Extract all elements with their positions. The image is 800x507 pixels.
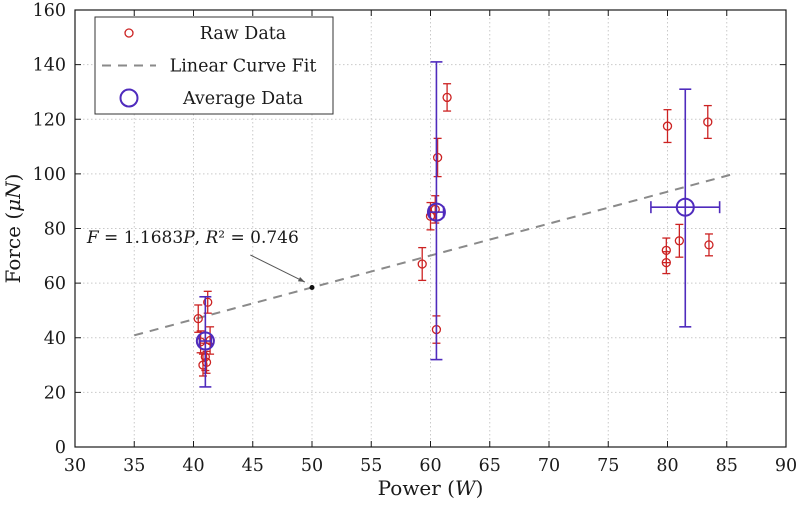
raw-data-point: [203, 290, 213, 314]
legend-raw-data-marker: [124, 28, 134, 38]
average-data-point: [650, 88, 721, 328]
fit-equation-annotation: F = 1.1683P, R² = 0.746: [86, 228, 315, 290]
average-data-point: [195, 295, 215, 388]
average-data-marker: [195, 331, 215, 351]
y-tick-label: 0: [55, 438, 66, 458]
y-tick-label: 160: [33, 1, 66, 21]
y-tick-labels: 0 20 40 60 80 100 120 140 160: [33, 1, 66, 458]
axis-ticks: [74, 9, 787, 448]
y-axis-label: Force (μN): [1, 174, 25, 284]
x-tick-label: 40: [182, 456, 204, 476]
x-tick-label: 35: [123, 456, 145, 476]
legend: Raw Data Linear Curve Fit Average Data: [94, 16, 334, 115]
raw-data-marker: [442, 92, 452, 103]
x-tick-label: 75: [597, 456, 619, 476]
raw-data-marker: [704, 240, 714, 250]
raw-data-marker: [430, 204, 440, 215]
raw-data-marker: [661, 257, 671, 268]
raw-data-marker: [703, 117, 713, 127]
y-tick-label: 120: [33, 110, 66, 130]
y-tick-label: 140: [33, 56, 66, 76]
raw-data-marker: [417, 259, 427, 269]
annotation-text: F = 1.1683P, R² = 0.746: [86, 228, 299, 248]
y-tick-label: 40: [44, 329, 66, 349]
average-data-marker: [426, 202, 446, 222]
raw-data-marker: [432, 152, 443, 163]
x-tick-label: 60: [419, 456, 441, 476]
annotation-arrowhead: [297, 276, 305, 283]
x-tick-labels: 30 35 40 45 50 55 60 65 70 75 80 85 90: [64, 456, 797, 476]
legend-label: Linear Curve Fit: [170, 57, 317, 77]
raw-data-point: [193, 304, 203, 333]
raw-data-marker: [198, 360, 208, 370]
average-data-marker: [675, 197, 695, 217]
raw-data-point: [674, 223, 684, 258]
x-tick-label: 65: [479, 456, 501, 476]
raw-data-marker: [674, 236, 684, 246]
legend-label: Average Data: [182, 89, 303, 109]
raw-data-marker: [193, 313, 203, 324]
y-tick-label: 100: [33, 165, 66, 185]
linear-fit-line: [133, 172, 736, 337]
raw-data-point: [417, 246, 427, 282]
raw-data-point: [703, 104, 713, 140]
annotation-arrow: [250, 254, 306, 283]
y-tick-label: 80: [44, 220, 66, 240]
average-data-series: [195, 61, 721, 388]
x-tick-label: 85: [716, 456, 738, 476]
average-data-point: [426, 61, 446, 361]
x-tick-label: 90: [775, 456, 797, 476]
fit-line-marker-dot: [309, 284, 315, 290]
raw-data-point: [442, 83, 452, 112]
x-tick-label: 70: [538, 456, 560, 476]
x-tick-label: 30: [64, 456, 86, 476]
x-tick-label: 80: [656, 456, 678, 476]
raw-data-marker: [662, 121, 673, 131]
y-tick-label: 60: [44, 274, 66, 294]
raw-data-point: [704, 233, 714, 257]
raw-data-point: [430, 195, 440, 224]
raw-data-point: [662, 109, 673, 144]
legend-average-data-marker: [119, 88, 139, 108]
x-tick-label: 55: [360, 456, 382, 476]
x-tick-label: 50: [301, 456, 323, 476]
x-tick-label: 45: [242, 456, 264, 476]
legend-label: Raw Data: [200, 24, 286, 44]
raw-data-marker: [203, 297, 213, 307]
y-tick-label: 20: [44, 383, 66, 403]
raw-data-point: [432, 137, 443, 178]
x-axis-label: Power (W): [378, 476, 484, 500]
raw-data-point: [661, 251, 671, 275]
